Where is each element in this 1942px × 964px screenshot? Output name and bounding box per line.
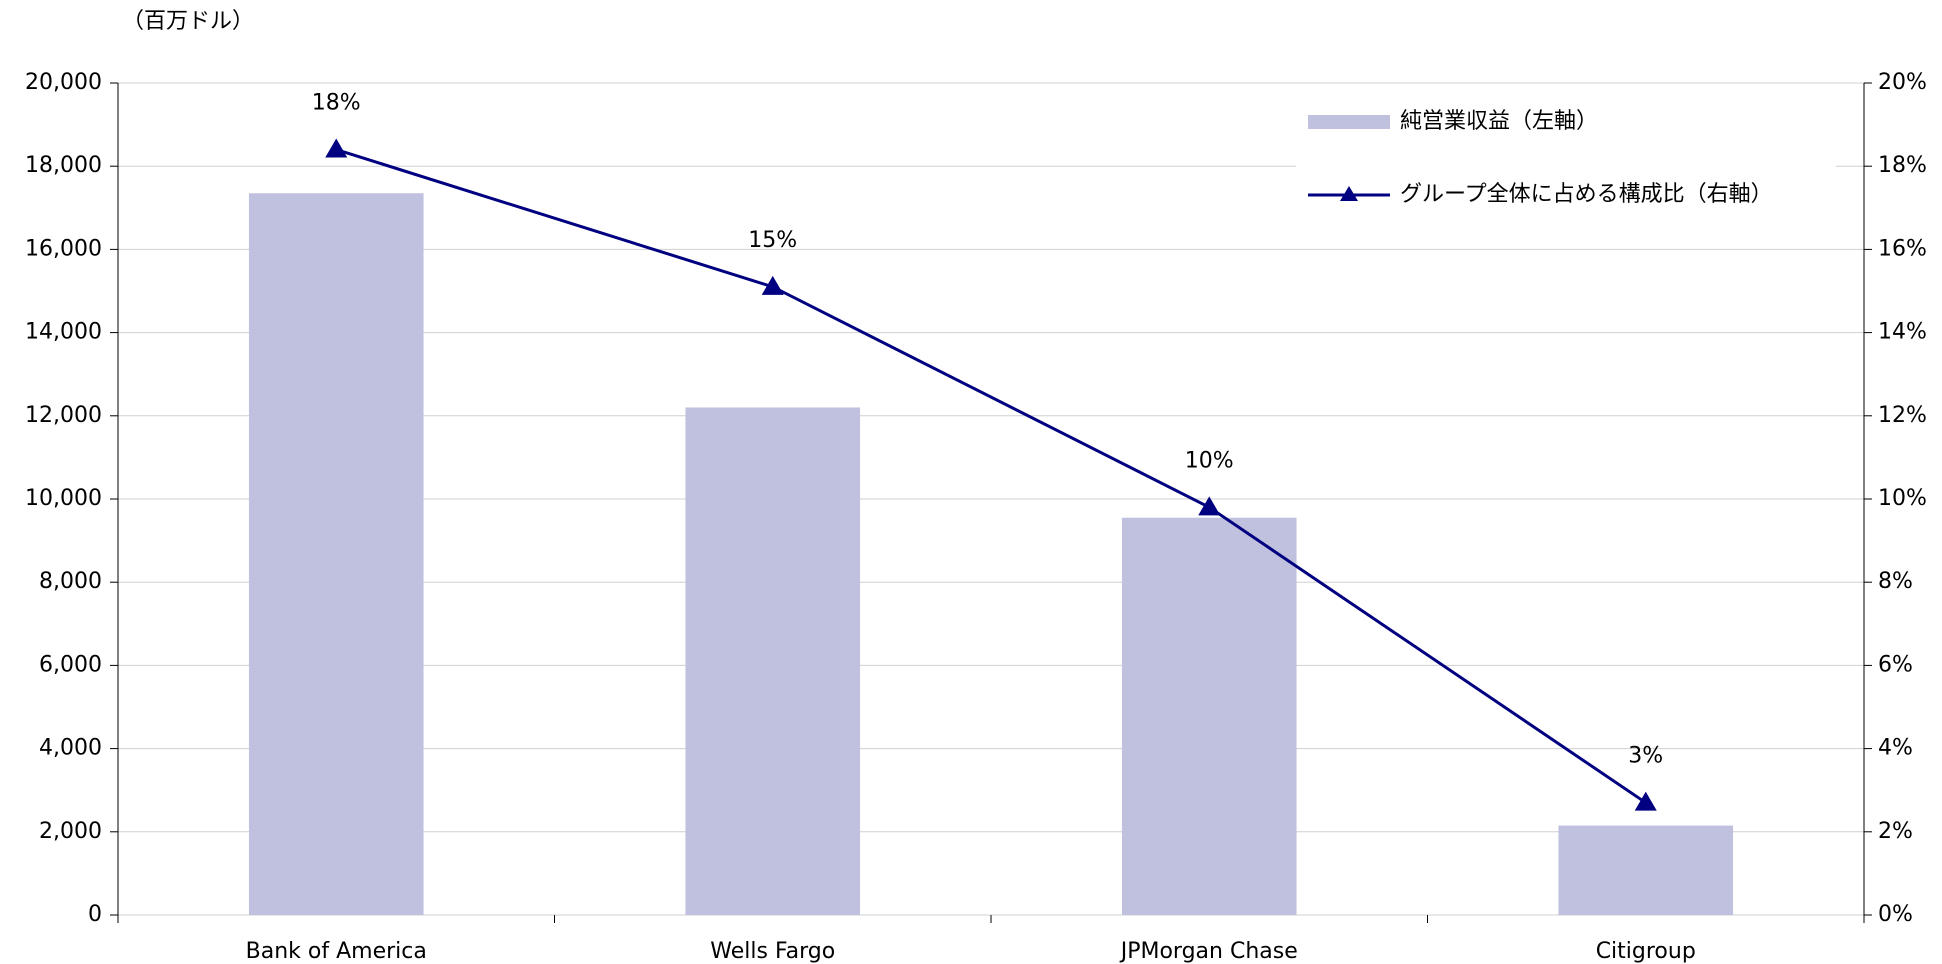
- marker: [761, 275, 784, 295]
- bar: [1558, 825, 1734, 915]
- marker: [1198, 496, 1221, 516]
- y-tick-label: 0: [88, 902, 102, 927]
- y-tick-label: 4,000: [39, 736, 102, 761]
- value-label: 18%: [312, 91, 361, 116]
- value-label: 15%: [748, 228, 797, 253]
- y2-tick-label: 8%: [1878, 569, 1913, 594]
- y-tick-label: 10,000: [25, 486, 102, 511]
- y2-tick-label: 20%: [1878, 70, 1927, 95]
- x-tick-label: Wells Fargo: [710, 939, 835, 964]
- y-tick-label: 12,000: [25, 403, 102, 428]
- y-tick-label: 8,000: [39, 569, 102, 594]
- y2-tick-label: 12%: [1878, 403, 1927, 428]
- line: [335, 148, 1647, 804]
- bar: [1121, 517, 1297, 915]
- legend-label: 純営業収益（左軸）: [1400, 109, 1598, 134]
- y-tick-label: 20,000: [25, 70, 102, 95]
- marker: [325, 138, 348, 158]
- legend-swatch: [1308, 115, 1390, 129]
- y-tick-label: 16,000: [25, 236, 102, 261]
- y2-tick-label: 14%: [1878, 320, 1927, 345]
- y2-tick-label: 18%: [1878, 153, 1927, 178]
- bar: [685, 407, 861, 915]
- legend-marker: [1340, 186, 1358, 201]
- y2-tick-label: 6%: [1878, 652, 1913, 677]
- value-label: 10%: [1185, 448, 1234, 473]
- y2-tick-label: 16%: [1878, 236, 1927, 261]
- y2-tick-label: 0%: [1878, 902, 1913, 927]
- y-axis-unit: （百万ドル）: [122, 9, 254, 34]
- y2-tick-label: 10%: [1878, 486, 1927, 511]
- y2-tick-label: 2%: [1878, 819, 1913, 844]
- y-tick-label: 2,000: [39, 819, 102, 844]
- y-tick-label: 14,000: [25, 320, 102, 345]
- marker: [1634, 791, 1657, 811]
- x-tick-label: Bank of America: [246, 939, 427, 964]
- bar: [248, 193, 424, 916]
- y-tick-label: 6,000: [39, 652, 102, 677]
- y-tick-label: 18,000: [25, 153, 102, 178]
- x-tick-label: JPMorgan Chase: [1119, 939, 1298, 964]
- y2-tick-label: 4%: [1878, 736, 1913, 761]
- x-tick-label: Citigroup: [1596, 939, 1696, 964]
- legend-label: グループ全体に占める構成比（右軸）: [1400, 182, 1773, 207]
- value-label: 3%: [1628, 744, 1663, 769]
